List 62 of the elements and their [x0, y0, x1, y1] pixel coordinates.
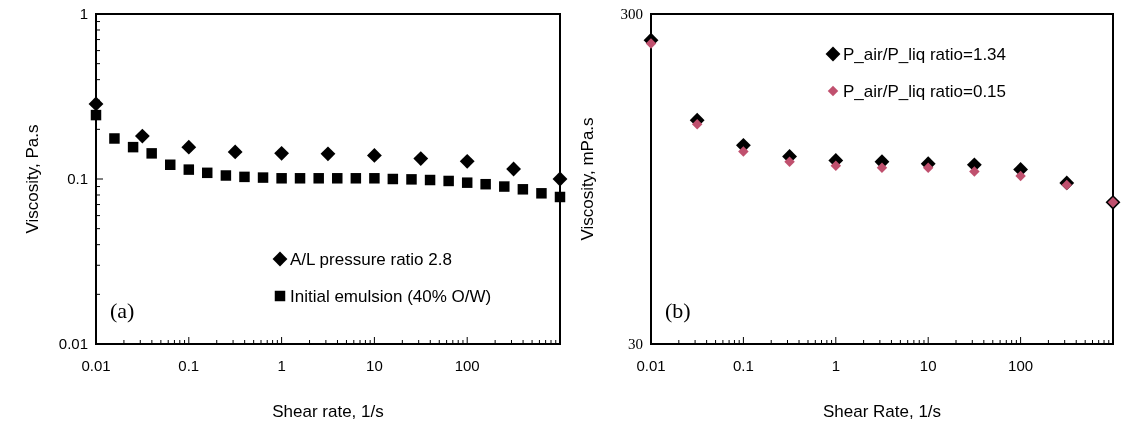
point — [406, 174, 417, 185]
point — [738, 146, 749, 157]
point — [554, 191, 566, 203]
y-tick-label: 0.01 — [58, 335, 88, 353]
point — [784, 156, 795, 167]
x-tick-label: 100 — [454, 357, 480, 374]
point — [830, 160, 842, 172]
x-tick-label: 10 — [366, 357, 383, 374]
y-tick-label: 0.1 — [67, 170, 88, 188]
y-tick-label: 300 — [620, 6, 643, 23]
point — [387, 173, 399, 185]
point — [691, 119, 703, 130]
point — [1015, 170, 1026, 182]
point — [922, 162, 934, 174]
x-axis-title: Shear rate, 1/s — [272, 402, 384, 421]
point — [461, 177, 473, 188]
point — [499, 181, 510, 192]
x-tick-label: 0.01 — [636, 357, 666, 374]
y-tick-label: 1 — [79, 5, 88, 23]
point — [332, 173, 343, 184]
point — [294, 173, 306, 184]
point — [276, 173, 287, 184]
point — [109, 133, 120, 144]
x-tick-label: 0.1 — [732, 357, 754, 374]
y-tick-label: 30 — [628, 336, 643, 353]
point — [183, 164, 195, 175]
point — [1061, 179, 1073, 191]
point — [645, 38, 657, 49]
point — [146, 148, 157, 159]
x-tick-label: 0.01 — [81, 357, 111, 374]
point — [127, 141, 139, 153]
point — [165, 159, 176, 170]
point — [969, 166, 980, 177]
annotation: (a) — [110, 298, 135, 323]
point — [201, 167, 213, 179]
x-tick-label: 100 — [1008, 357, 1034, 374]
annotation: (b) — [665, 298, 691, 323]
point — [424, 174, 436, 186]
x-tick-label: 1 — [277, 357, 286, 374]
point — [313, 173, 324, 184]
y-axis-title: Viscosity, mPa.s — [578, 117, 597, 241]
point — [90, 109, 102, 121]
point — [350, 173, 362, 184]
x-tick-label: 10 — [919, 357, 937, 374]
legend-label: P_air/P_liq ratio=0.15 — [843, 81, 1007, 101]
point — [480, 178, 491, 190]
point — [88, 96, 104, 112]
legend-label: A/L pressure ratio 2.8 — [290, 249, 452, 269]
point — [536, 188, 547, 199]
point — [876, 162, 888, 174]
point — [220, 170, 232, 181]
point — [517, 184, 529, 195]
legend-label: Initial emulsion (40% O/W) — [290, 286, 492, 306]
legend-label: P_air/P_liq ratio=1.34 — [843, 44, 1007, 64]
point — [257, 172, 269, 183]
x-tick-label: 1 — [831, 357, 840, 374]
y-axis-title: Viscosity, Pa.s — [23, 124, 42, 234]
x-axis-title: Shear Rate, 1/s — [822, 402, 942, 421]
point — [369, 173, 380, 184]
point — [239, 171, 250, 183]
point — [443, 175, 454, 187]
x-tick-label: 0.1 — [178, 357, 200, 374]
